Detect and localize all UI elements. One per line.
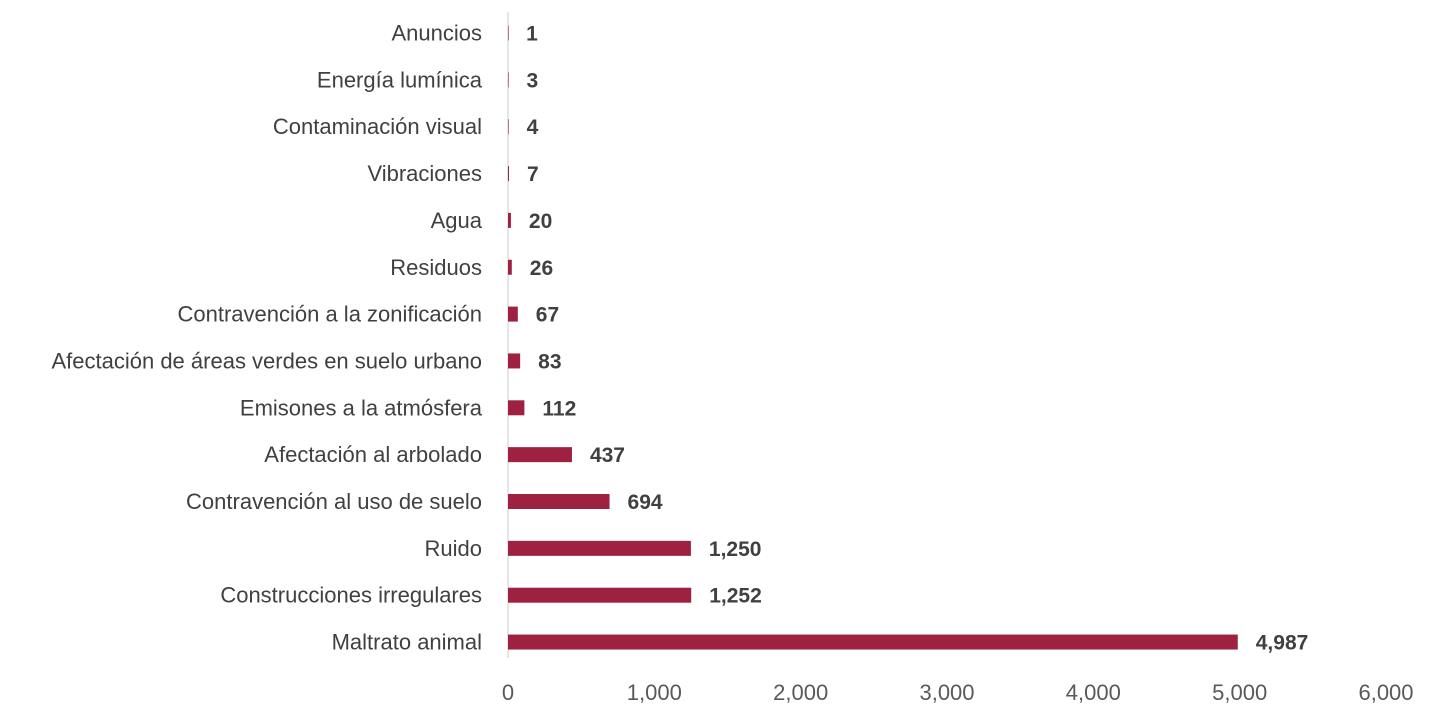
bar [508,306,518,322]
category-label: Construcciones irregulares [220,583,482,608]
data-value-label: 1 [526,23,538,46]
bar [508,400,525,416]
bar [508,353,521,369]
category-label: Afectación al arbolado [264,442,482,467]
category-label: Contravención a la zonificación [177,302,482,327]
data-value-label: 694 [628,491,663,514]
data-value-label: 26 [530,257,553,280]
category-labels: Anuncios Energía lumínica Contaminación vi… [51,21,482,655]
bar [508,25,509,41]
x-tick-label: 4,000 [1066,680,1121,705]
bar [508,447,572,463]
category-label: Energía lumínica [317,67,483,92]
bar [508,634,1238,650]
bar [508,259,512,275]
category-label: Afectación de áreas verdes en suelo urba… [51,348,482,373]
data-value-label: 1,250 [709,538,762,561]
data-value-label: 437 [590,444,625,467]
bars-group [508,25,1238,650]
data-value-label: 20 [529,210,552,233]
bar [508,166,510,182]
data-value-label: 1,252 [709,585,762,608]
bar [508,72,509,88]
category-label: Residuos [390,255,482,280]
x-tick-label: 0 [502,680,514,705]
data-value-label: 112 [542,397,576,420]
category-label: Vibraciones [367,161,482,186]
category-label: Contaminación visual [273,114,482,139]
bar [508,119,509,135]
data-value-label: 4 [527,116,539,139]
bar [508,494,610,509]
category-label: Agua [431,208,483,233]
x-tick-label: 6,000 [1358,680,1413,705]
data-value-label: 83 [538,350,561,373]
category-label: Ruido [425,536,482,561]
value-labels: 1 3 4 7 20 26 67 83 112 437 694 1,250 1,252 4,987 [526,23,1308,655]
data-value-label: 67 [536,304,559,327]
category-label: Emisones a la atmósfera [240,395,483,420]
bar [508,587,692,603]
data-value-label: 7 [527,163,539,186]
category-label: Maltrato animal [332,630,482,655]
bar [508,540,691,556]
x-tick-label: 1,000 [627,680,682,705]
category-label: Anuncios [391,21,482,46]
x-tick-label: 3,000 [919,680,974,705]
bar [508,212,511,228]
category-label: Contravención al uso de suelo [186,489,482,514]
data-value-label: 4,987 [1256,632,1309,655]
x-tick-label: 5,000 [1212,680,1267,705]
x-tick-label: 2,000 [773,680,828,705]
data-value-label: 3 [526,69,538,92]
x-tick-labels: 0 1,000 2,000 3,000 4,000 5,000 6,000 [502,680,1414,705]
